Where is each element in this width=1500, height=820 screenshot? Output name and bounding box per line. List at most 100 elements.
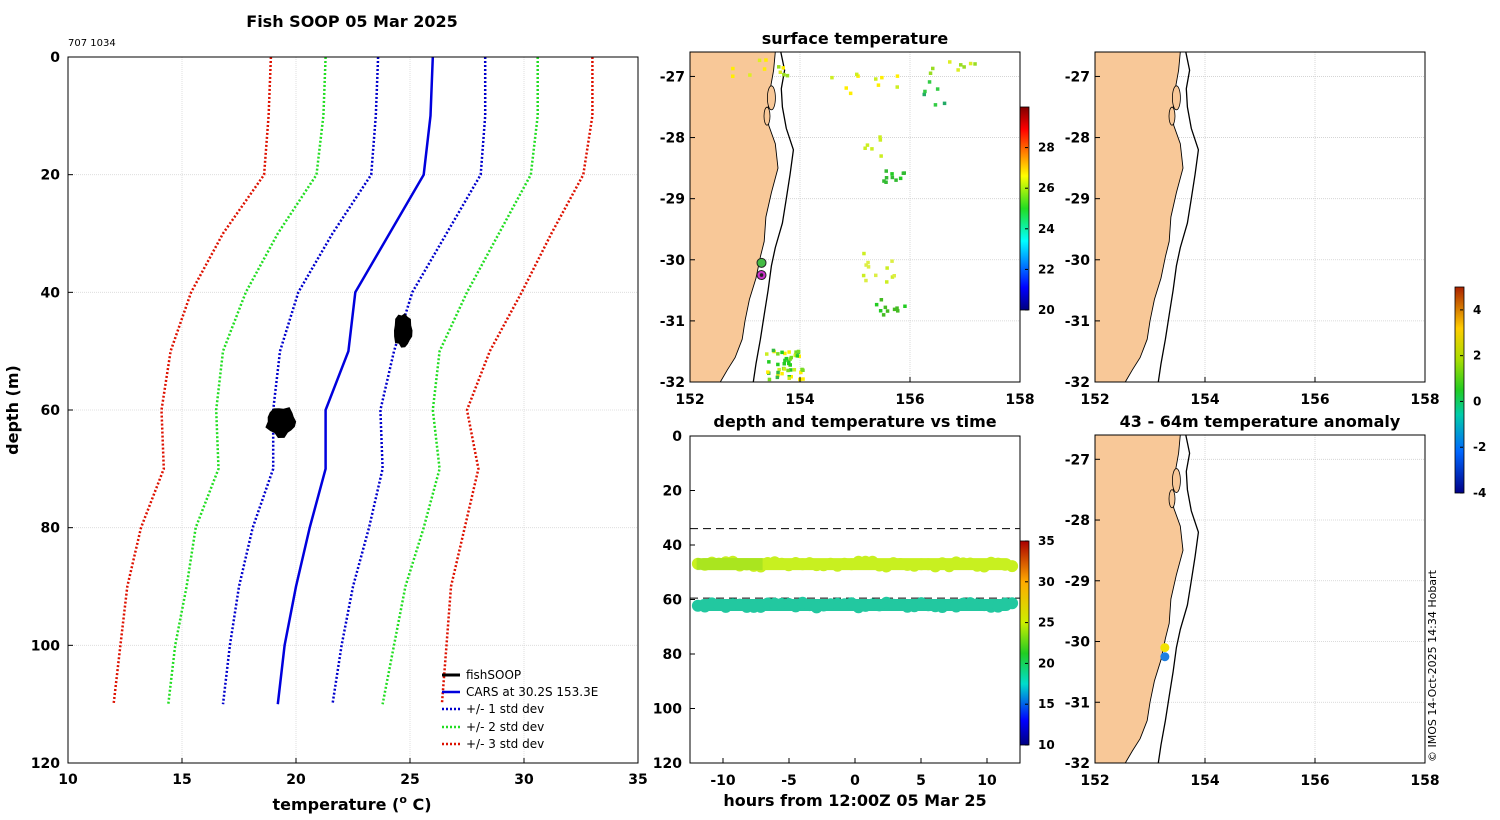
sst-pixel [865,143,870,147]
sst-pixel [787,376,791,380]
map-xtick-label: 154 [1190,773,1219,789]
sst-pixel [928,71,933,75]
sst-pixel [903,304,907,308]
sst-pixel [885,266,889,270]
sst-pixel [870,147,874,151]
sst-pixel [883,305,888,310]
map-ytick-label: -29 [660,192,685,208]
colorbar-tick-label: 10 [1038,738,1055,752]
sst-pixel [876,83,881,87]
sst-pixel [892,307,897,312]
sst-pixel [787,350,791,354]
sst-pixel [788,357,792,361]
sst-pixel [782,362,786,366]
profile-series-line [276,56,435,705]
sst-pixel [848,91,853,96]
sst-pixel [801,368,805,372]
map-xtick-label: 152 [1080,392,1109,408]
profile-series-line [221,56,380,705]
sst-pixel [866,265,871,269]
map-xtick-label: 156 [895,392,924,408]
sst-pixel [895,306,899,310]
sst-pixel [874,273,878,278]
map-xtick-label: 158 [1410,773,1439,789]
island [1172,468,1181,493]
profile-xtick-label: 30 [514,772,534,788]
legend-std1: +/- 1 std dev [466,702,544,716]
sst-pixel [731,74,735,78]
land-mass [689,51,779,383]
legend-std3: +/- 3 std dev [466,737,544,751]
profile-ytick-label: 40 [41,285,61,301]
profile-grid [68,57,638,763]
sst-pixel [973,62,977,66]
sst-pixel [776,352,780,356]
sst-pixel [879,154,883,158]
sst-pixel [884,176,889,180]
island [1172,85,1181,111]
profile-panel: Fish SOOP 05 Mar 2025 707 1034 10 15 20 25 3… [3,12,648,814]
profile-series-line [381,57,539,705]
sst-pixel [874,77,878,81]
sst-pixel [890,175,895,180]
sst-pixel [933,103,938,107]
map-xtick-label: 154 [785,392,814,408]
isobath-line [1157,51,1200,383]
map-frame [1094,434,1426,764]
sst-pixel [956,68,960,72]
land-mass [1094,51,1184,383]
sst-pixel [856,74,860,78]
colorbar-tick-label: 2 [1473,349,1481,363]
map-ytick-label: -30 [1065,253,1091,269]
sst-pixel [762,67,767,71]
sst-pixel [882,179,886,183]
surface-map-ticks: 152 154 156 158 -27 -28 -29 -30 -31 -32 [660,69,1035,408]
sst-pixel [892,274,896,278]
sst-pixel [885,280,889,284]
sst-pixel [777,367,781,372]
legend-cars: CARS at 30.2S 153.3E [466,685,598,699]
surface-title: surface temperature [762,29,949,48]
profile-legend: fishSOOP CARS at 30.2S 153.3E +/- 1 std … [442,668,598,751]
sst-pixel [890,172,894,176]
sst-pixel [879,298,884,302]
sst-pixel [959,63,963,67]
sst-pixel [776,373,780,378]
profile-ytick-label: 80 [41,521,61,537]
map-ytick-label: -29 [1065,192,1090,208]
sst-pixel [788,363,792,367]
profile-xtick-label: 35 [628,772,647,788]
sst-pixel [844,86,848,90]
sst-pixel [962,65,966,69]
sst-pixel [884,169,888,173]
profile-ytick-label: 0 [50,50,60,66]
colorbar-tick-label: 20 [1038,656,1055,670]
anomaly-point [1160,643,1170,653]
timeseries-panel: depth and temperature vs time -10 -5 0 5 100… [653,412,1055,810]
timeseries-band-shade [696,558,763,571]
sst-pixel [776,370,780,375]
credit-text: © IMOS 14-Oct-2025 14:34 Hobart [1426,569,1439,762]
map-ytick-label: -31 [660,314,685,330]
sst-pixel [874,302,879,307]
colorbar-tick-label: 28 [1038,141,1055,155]
station-marker [756,257,767,268]
sst-pixel [894,178,898,182]
sst-pixel [935,87,940,91]
sst-pixel [787,359,791,363]
profile-series-line [112,56,273,705]
fishsoop-cluster [393,313,413,348]
timeseries-ytick-label: 60 [663,593,683,609]
sst-pixel [922,92,926,97]
isobath-line [752,51,795,383]
sst-pixel [968,61,973,66]
sst-pixel [777,65,781,69]
map-ytick-label: -29 [1065,574,1090,590]
sst-pixel [783,358,787,363]
profile-series-line [167,56,327,705]
anomaly-colorbar [1454,286,1465,494]
sst-pixel [864,263,868,267]
map-ytick-label: -27 [1065,452,1090,468]
station-marker-center [759,273,764,277]
timeseries-xtick-label: -5 [781,773,797,789]
